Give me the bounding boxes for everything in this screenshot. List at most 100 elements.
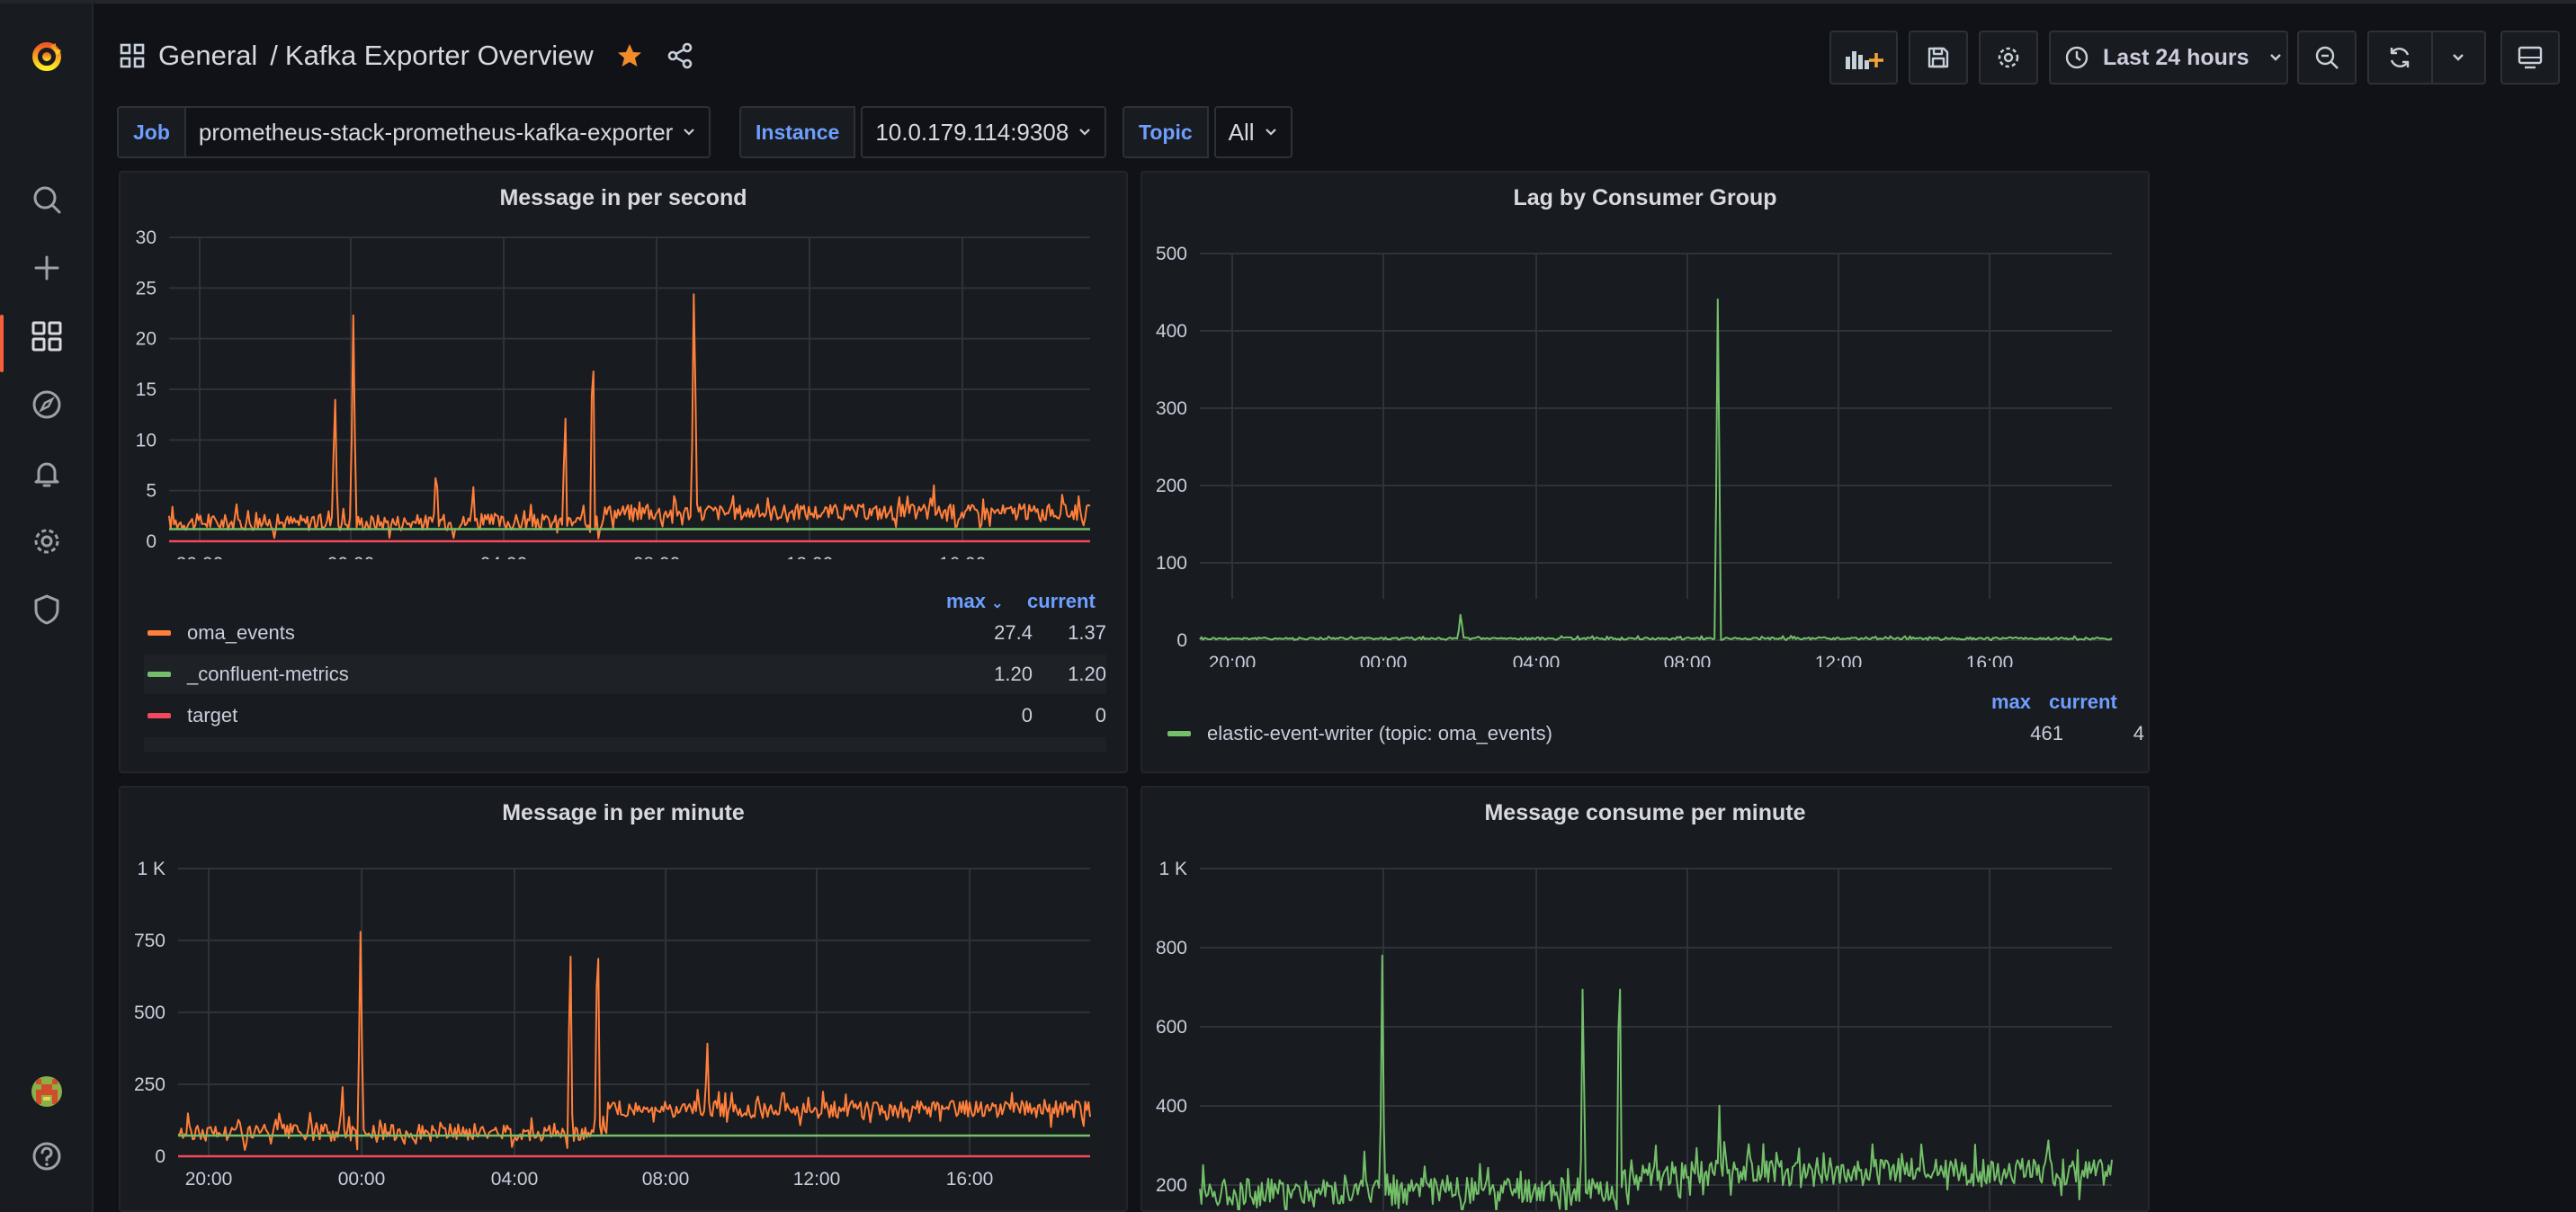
chart-message-consume-per-minute: 200 400 600 800 1 K — [1156, 859, 2113, 1210]
zoom-out-button[interactable] — [2297, 31, 2357, 85]
panel-message-in-per-second[interactable]: Message in per second 05101520253020:000… — [119, 171, 1128, 773]
y-tick-label: 1 K — [137, 859, 165, 879]
breadcrumb-folder[interactable]: General — [158, 40, 258, 71]
variable-topic: Topic All — [1123, 106, 1292, 158]
x-tick-label: 00:00 — [338, 1169, 386, 1190]
x-tick-label: 04:00 — [480, 554, 528, 559]
legend-sort-max[interactable]: max ⌄ — [946, 590, 1004, 612]
sidebar — [0, 4, 94, 1212]
y-tick-label: 30 — [136, 227, 157, 248]
grafana-logo[interactable] — [0, 27, 94, 85]
x-tick-label: 16:00 — [1966, 653, 2014, 667]
x-tick-label: 00:00 — [1360, 653, 1408, 667]
variable-label: Job — [117, 106, 186, 158]
y-tick-label: 500 — [1156, 244, 1187, 264]
chevron-down-icon — [1079, 129, 1091, 136]
help-icon[interactable] — [0, 1127, 94, 1185]
chart-message-in-per-second: 0 5 10 15 20 25 30 20:00 00:00 04:00 08:00 12:00 16:… — [136, 227, 1091, 559]
variable-instance: Instance 10.0.179.114:9308 — [739, 106, 1107, 158]
legend-current-header[interactable]: current — [2049, 691, 2117, 713]
legend-current: 1.20 — [1068, 663, 1106, 685]
legend-series-name: elastic-event-writer (topic: oma_events) — [1207, 722, 1552, 744]
explore-compass-icon[interactable] — [0, 376, 94, 433]
dashboard-header: General / Kafka Exporter Overview Last 2… — [94, 4, 2576, 102]
panel-message-in-per-minute[interactable]: Message in per minute 0 250 500 750 1 K 20:00… — [119, 786, 1128, 1212]
legend-item[interactable]: oma_events 27.4 1.37 — [144, 613, 1106, 653]
variable-topic-select[interactable]: All — [1213, 106, 1292, 158]
time-range-picker[interactable]: Last 24 hours — [2049, 31, 2288, 85]
legend-current-header[interactable]: current — [1027, 590, 1096, 612]
dashboards-grid-icon — [120, 43, 145, 68]
save-icon — [1928, 47, 1949, 68]
x-tick-label: 00:00 — [327, 554, 375, 559]
y-tick-label: 1 K — [1158, 859, 1187, 879]
legend-item[interactable]: elastic-event-writer (topic: oma_events)… — [1164, 714, 2144, 753]
series-swatch — [1167, 731, 1191, 736]
y-tick-label: 800 — [1156, 938, 1187, 958]
gear-icon[interactable] — [0, 512, 94, 570]
variable-instance-select[interactable]: 10.0.179.114:9308 — [861, 106, 1107, 158]
star-icon[interactable] — [615, 41, 644, 70]
y-tick-label: 100 — [1156, 553, 1187, 574]
y-tick-label: 500 — [134, 1003, 165, 1023]
avatar[interactable] — [0, 1063, 94, 1120]
series-line — [1199, 299, 2113, 641]
variable-value: 10.0.179.114:9308 — [875, 118, 1069, 146]
x-tick-label: 20:00 — [1209, 653, 1257, 667]
refresh-interval-dropdown[interactable] — [2430, 32, 2484, 83]
chevron-down-icon — [2453, 54, 2464, 61]
grafana-logo-icon — [32, 41, 61, 71]
plus-icon[interactable] — [0, 239, 94, 297]
x-tick-label: 16:00 — [939, 554, 987, 559]
breadcrumb-separator: / — [270, 40, 278, 71]
dashboards-icon[interactable] — [0, 307, 94, 372]
legend-max: 1.20 — [994, 663, 1033, 685]
legend-max-header[interactable]: max — [1991, 691, 2032, 713]
legend-series-name: oma_events — [187, 621, 295, 644]
legend-scroll-overflow[interactable] — [144, 737, 1106, 752]
panel-lag-by-consumer-group[interactable]: Lag by Consumer Group 0 100 200 300 400 500 20… — [1140, 171, 2150, 773]
legend-item[interactable]: target 0 0 — [144, 696, 1106, 735]
y-tick-label: 600 — [1156, 1017, 1187, 1038]
x-tick-label: 20:00 — [185, 1169, 233, 1190]
x-tick-label: 12:00 — [793, 1169, 841, 1190]
panel-title[interactable]: Message consume per minute — [1484, 800, 1806, 825]
panel-message-consume-per-minute[interactable]: Message consume per minute 200 400 600 800 1… — [1140, 786, 2150, 1212]
legend-max: 27.4 — [994, 621, 1033, 644]
y-tick-label: 20 — [136, 329, 157, 350]
y-tick-label: 200 — [1156, 1175, 1187, 1196]
share-icon[interactable] — [666, 41, 694, 70]
y-tick-label: 400 — [1156, 321, 1187, 342]
refresh-action[interactable] — [2369, 44, 2431, 71]
chevron-down-icon — [1265, 129, 1276, 136]
series-swatch — [148, 630, 171, 636]
chevron-down-icon — [2269, 54, 2281, 61]
y-tick-label: 250 — [134, 1074, 165, 1095]
search-icon[interactable] — [0, 171, 94, 228]
add-panel-button[interactable] — [1829, 31, 1898, 85]
panel-title[interactable]: Message in per minute — [502, 800, 745, 825]
chart-message-in-per-minute: 0 250 500 750 1 K 20:00 00:00 04:00 08:00 12:00 16… — [134, 859, 1091, 1190]
legend-current: 1.37 — [1068, 621, 1106, 644]
dashboard-title[interactable]: Kafka Exporter Overview — [284, 40, 594, 71]
variable-value: prometheus-stack-prometheus-kafka-export… — [198, 118, 674, 146]
legend-max: 461 — [2030, 722, 2063, 744]
series-swatch — [148, 672, 171, 677]
y-tick-label: 10 — [136, 430, 157, 450]
chart-lag-by-consumer-group: 0 100 200 300 400 500 20:00 00:00 04:00 08:00 12:0… — [1156, 244, 2113, 667]
panel-title[interactable]: Message in per second — [499, 185, 747, 210]
legend-item[interactable]: _confluent-metrics 1.20 1.20 — [144, 655, 1106, 694]
panel-title[interactable]: Lag by Consumer Group — [1513, 185, 1777, 210]
settings-icon — [1998, 47, 2019, 68]
breadcrumb: General / Kafka Exporter Overview — [119, 32, 694, 79]
variable-job-select[interactable]: prometheus-stack-prometheus-kafka-export… — [185, 106, 711, 158]
bell-icon[interactable] — [0, 444, 94, 502]
dashboard-settings-button[interactable] — [1979, 31, 2038, 85]
kiosk-mode-button[interactable] — [2500, 31, 2560, 85]
variable-job: Job prometheus-stack-prometheus-kafka-ex… — [117, 106, 711, 158]
refresh-button[interactable] — [2367, 31, 2486, 85]
save-dashboard-button[interactable] — [1909, 31, 1968, 85]
x-tick-label: 08:00 — [1664, 653, 1712, 667]
shield-icon[interactable] — [0, 581, 94, 638]
legend-series-name: target — [187, 704, 238, 726]
